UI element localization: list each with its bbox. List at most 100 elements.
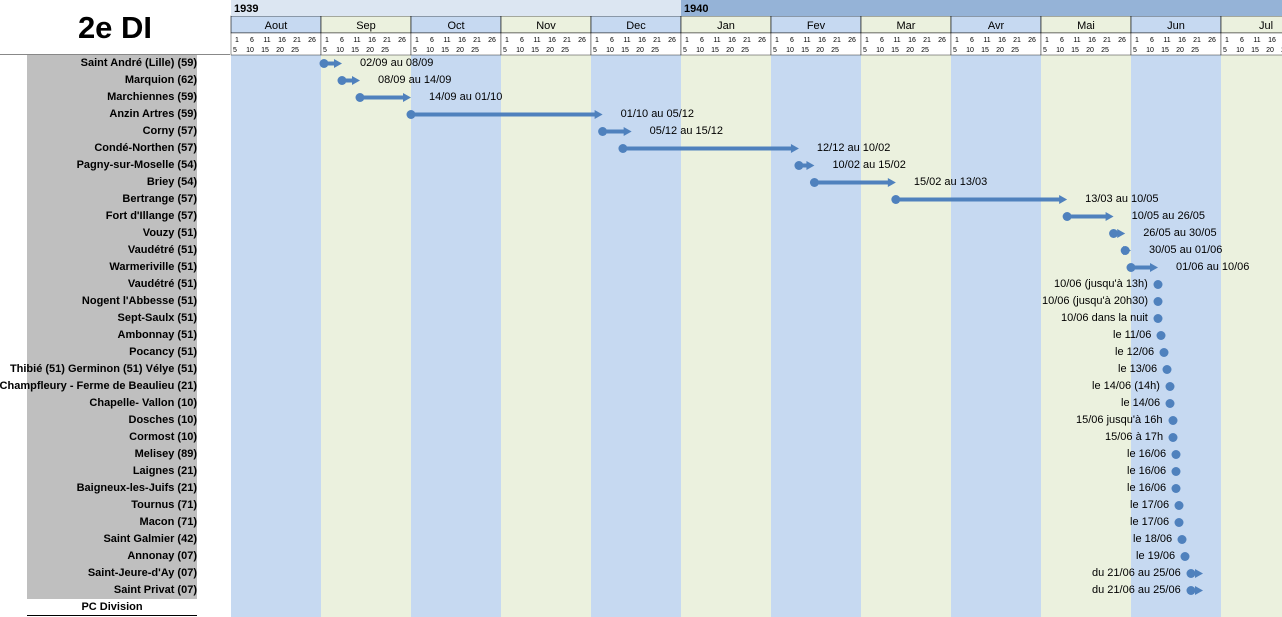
day-tick-label: 15 bbox=[711, 47, 719, 54]
day-tick-label: 21 bbox=[923, 37, 931, 44]
day-tick-label: 1 bbox=[865, 37, 869, 44]
stay-start-marker bbox=[406, 110, 416, 119]
stay-start-marker bbox=[1126, 263, 1136, 272]
day-tick-label: 1 bbox=[505, 37, 509, 44]
stay-date-label: 14/09 au 01/10 bbox=[429, 91, 503, 103]
stay-date-label: 26/05 au 30/05 bbox=[1143, 227, 1217, 239]
stay-date-label: 05/12 au 15/12 bbox=[649, 125, 724, 137]
day-tick-label: 25 bbox=[291, 47, 299, 54]
pc-division-label: PC Division bbox=[81, 601, 143, 613]
day-tick-label: 15 bbox=[1161, 47, 1169, 54]
day-tick-label: 11 bbox=[893, 37, 900, 44]
place-label: Tournus (71) bbox=[131, 499, 197, 511]
year-label: 1940 bbox=[684, 3, 708, 15]
day-tick-label: 11 bbox=[713, 37, 720, 44]
day-tick-label: 16 bbox=[368, 37, 376, 44]
day-tick-label: 10 bbox=[966, 47, 974, 54]
day-tick-label: 1 bbox=[1045, 37, 1049, 44]
day-tick-label: 16 bbox=[1178, 37, 1186, 44]
stay-point-marker bbox=[1165, 399, 1175, 408]
stay-start-marker bbox=[618, 144, 628, 153]
day-tick-label: 21 bbox=[1193, 37, 1201, 44]
day-tick-label: 16 bbox=[278, 37, 286, 44]
day-tick-label: 16 bbox=[908, 37, 916, 44]
stay-point-marker bbox=[1159, 348, 1169, 357]
stay-date-label: 01/06 au 10/06 bbox=[1176, 261, 1250, 273]
stay-date-label: 15/06 à 17h bbox=[1105, 431, 1164, 443]
day-tick-label: 16 bbox=[638, 37, 646, 44]
day-tick-label: 15 bbox=[261, 47, 269, 54]
stay-end-arrow bbox=[1123, 246, 1131, 255]
stay-date-label: 12/12 au 10/02 bbox=[816, 142, 891, 154]
stay-end-arrow bbox=[594, 110, 603, 119]
day-tick-label: 21 bbox=[293, 37, 301, 44]
day-tick-label: 21 bbox=[473, 37, 481, 44]
day-tick-label: 1 bbox=[775, 37, 779, 44]
stay-end-arrow bbox=[623, 127, 632, 136]
day-tick-label: 21 bbox=[383, 37, 391, 44]
day-tick-label: 20 bbox=[906, 47, 914, 54]
stay-point-marker bbox=[1174, 518, 1184, 527]
day-tick-label: 20 bbox=[726, 47, 734, 54]
year-header-cell bbox=[681, 0, 1282, 16]
month-label: Sep bbox=[356, 20, 376, 32]
day-tick-label: 5 bbox=[773, 47, 777, 54]
day-tick-label: 26 bbox=[758, 37, 766, 44]
month-label: Jun bbox=[1167, 20, 1185, 32]
day-tick-cell bbox=[1220, 32, 1282, 56]
place-label: Baigneux-les-Juifs (21) bbox=[76, 482, 197, 494]
place-label-column bbox=[27, 55, 197, 599]
place-label: Pocancy (51) bbox=[129, 346, 197, 358]
day-tick-label: 5 bbox=[1133, 47, 1137, 54]
day-tick-label: 1 bbox=[595, 37, 599, 44]
stay-end-arrow bbox=[887, 178, 896, 187]
day-tick-label: 26 bbox=[488, 37, 496, 44]
month-column bbox=[951, 55, 1041, 617]
stay-date-label: 15/02 au 13/03 bbox=[913, 176, 988, 188]
place-label: Chapelle- Vallon (10) bbox=[89, 397, 197, 409]
day-tick-label: 21 bbox=[743, 37, 751, 44]
day-tick-label: 26 bbox=[668, 37, 676, 44]
stay-date-label: 10/06 (jusqu'à 20h30) bbox=[1042, 295, 1149, 307]
day-tick-label: 1 bbox=[325, 37, 329, 44]
day-tick-label: 6 bbox=[340, 37, 344, 44]
day-tick-label: 15 bbox=[351, 47, 359, 54]
day-tick-label: 20 bbox=[456, 47, 464, 54]
day-tick-label: 5 bbox=[413, 47, 417, 54]
stay-start-marker bbox=[1186, 586, 1196, 595]
day-tick-label: 10 bbox=[1056, 47, 1064, 54]
stay-date-label: le 16/06 bbox=[1127, 482, 1167, 494]
day-tick-label: 6 bbox=[1060, 37, 1064, 44]
stay-point-marker bbox=[1153, 314, 1163, 323]
day-tick-label: 6 bbox=[250, 37, 254, 44]
place-label: Melisey (89) bbox=[134, 448, 197, 460]
day-tick-label: 16 bbox=[818, 37, 826, 44]
day-tick-label: 10 bbox=[246, 47, 254, 54]
day-tick-label: 15 bbox=[621, 47, 629, 54]
place-label: Nogent l'Abbesse (51) bbox=[81, 295, 197, 307]
stay-end-arrow bbox=[1195, 586, 1203, 595]
day-tick-label: 1 bbox=[1135, 37, 1139, 44]
place-label: Ambonnay (51) bbox=[117, 329, 197, 341]
place-label: Saint Privat (07) bbox=[113, 584, 197, 596]
day-tick-label: 11 bbox=[353, 37, 360, 44]
day-tick-label: 15 bbox=[1251, 47, 1259, 54]
day-tick-label: 26 bbox=[1208, 37, 1216, 44]
month-label: Jan bbox=[717, 20, 735, 32]
day-tick-label: 5 bbox=[323, 47, 327, 54]
pc-division-underline bbox=[27, 615, 197, 616]
month-column bbox=[411, 55, 501, 617]
stay-point-marker bbox=[1153, 297, 1163, 306]
day-tick-label: 20 bbox=[816, 47, 824, 54]
stay-point-marker bbox=[1153, 280, 1163, 289]
day-tick-label: 26 bbox=[1028, 37, 1036, 44]
day-tick-label: 20 bbox=[276, 47, 284, 54]
day-tick-label: 15 bbox=[981, 47, 989, 54]
stay-end-arrow bbox=[806, 161, 815, 170]
stay-date-label: le 14/06 (14h) bbox=[1092, 380, 1160, 392]
place-label: Vouzy (51) bbox=[142, 227, 197, 239]
day-tick-label: 21 bbox=[1013, 37, 1021, 44]
day-tick-label: 10 bbox=[606, 47, 614, 54]
stay-date-label: le 17/06 bbox=[1130, 516, 1170, 528]
